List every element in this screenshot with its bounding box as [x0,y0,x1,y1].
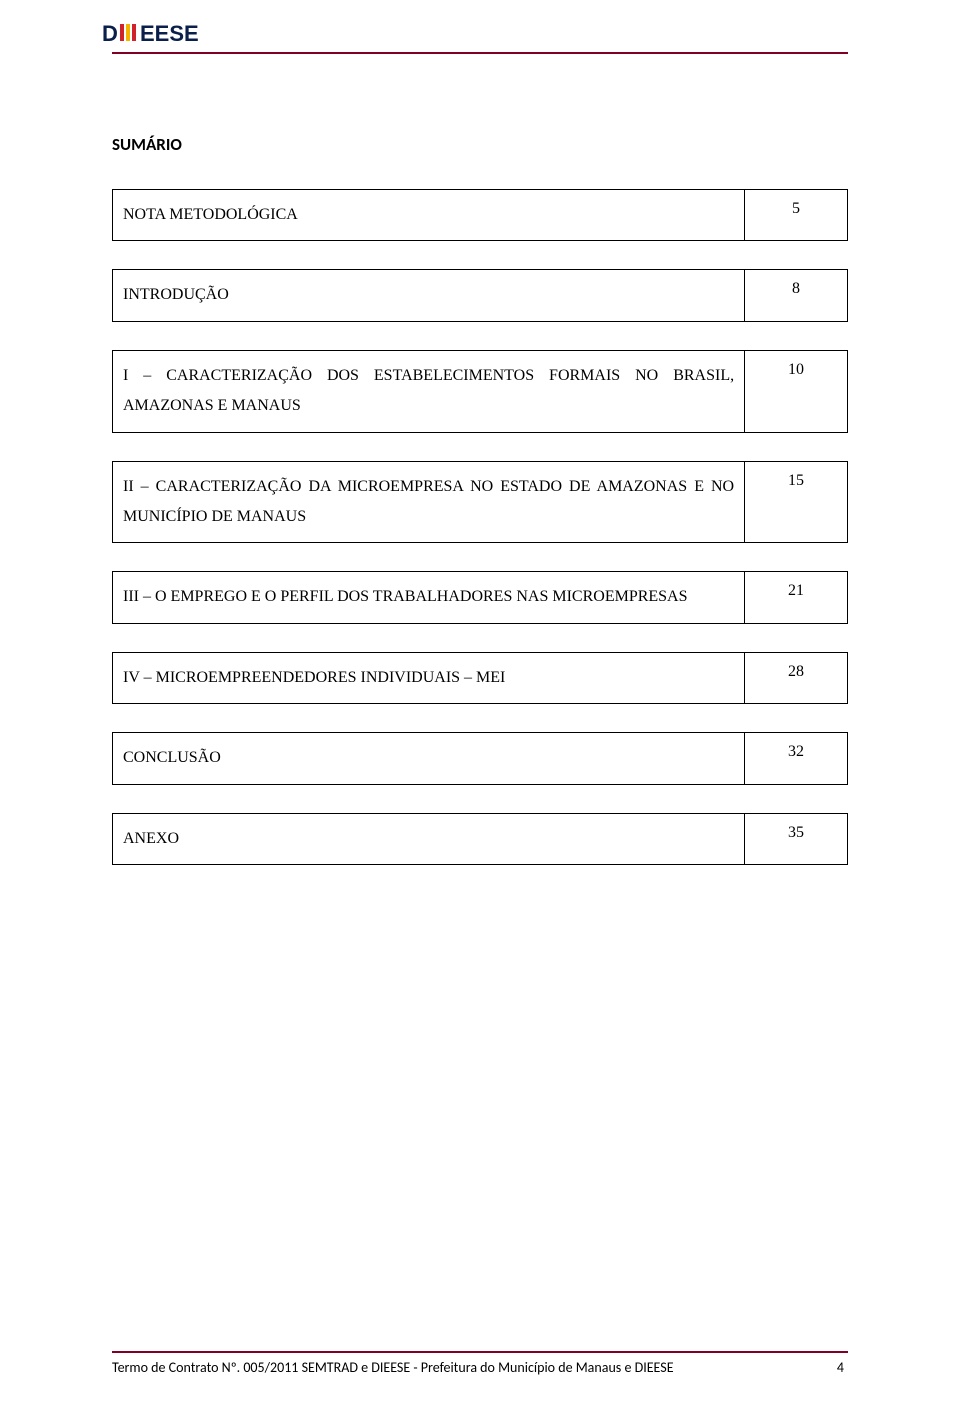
toc-label: I – CARACTERIZAÇÃO DOS ESTABELECIMENTOS … [113,350,745,432]
toc-label: IV – MICROEMPREENDEDORES INDIVIDUAIS – M… [113,652,745,703]
toc-row: IV – MICROEMPREENDEDORES INDIVIDUAIS – M… [113,652,848,703]
toc-row: NOTA METODOLÓGICA5 [113,190,848,241]
footer-row: Termo de Contrato Nº. 005/2011 SEMTRAD e… [112,1359,848,1376]
toc-row: III – O EMPREGO E O PERFIL DOS TRABALHAD… [113,572,848,623]
page-footer: Termo de Contrato Nº. 005/2011 SEMTRAD e… [0,1351,960,1376]
document-page: D EESE SUMÁRIO NOTA METODOLÓGICA5INTRODU… [0,0,960,1406]
toc-label: III – O EMPREGO E O PERFIL DOS TRABALHAD… [113,572,745,623]
toc-page: 15 [745,461,848,543]
toc-page: 21 [745,572,848,623]
toc-entry: III – O EMPREGO E O PERFIL DOS TRABALHAD… [112,571,848,623]
toc-page: 5 [745,190,848,241]
toc-entry: ANEXO35 [112,813,848,865]
toc-label: ANEXO [113,813,745,864]
toc-entry: CONCLUSÃO32 [112,732,848,784]
dieese-logo: D EESE [102,20,848,46]
toc-page: 32 [745,733,848,784]
footer-text: Termo de Contrato Nº. 005/2011 SEMTRAD e… [112,1359,674,1376]
toc-row: II – CARACTERIZAÇÃO DA MICROEMPRESA NO E… [113,461,848,543]
toc-label: INTRODUÇÃO [113,270,745,321]
toc-row: ANEXO35 [113,813,848,864]
toc-entry: IV – MICROEMPREENDEDORES INDIVIDUAIS – M… [112,652,848,704]
content-area: SUMÁRIO NOTA METODOLÓGICA5INTRODUÇÃO8I –… [112,62,848,865]
toc-label: CONCLUSÃO [113,733,745,784]
page-header: D EESE [0,20,960,54]
svg-text:EESE: EESE [140,21,199,46]
header-rule [112,52,848,54]
toc-entry: I – CARACTERIZAÇÃO DOS ESTABELECIMENTOS … [112,350,848,433]
toc-row: I – CARACTERIZAÇÃO DOS ESTABELECIMENTOS … [113,350,848,432]
toc-entry: NOTA METODOLÓGICA5 [112,189,848,241]
toc-entry: II – CARACTERIZAÇÃO DA MICROEMPRESA NO E… [112,461,848,544]
svg-text:D: D [102,21,118,46]
toc-row: INTRODUÇÃO8 [113,270,848,321]
page-number: 4 [837,1359,844,1376]
toc-container: NOTA METODOLÓGICA5INTRODUÇÃO8I – CARACTE… [112,189,848,865]
footer-rule [112,1351,848,1353]
toc-label: II – CARACTERIZAÇÃO DA MICROEMPRESA NO E… [113,461,745,543]
toc-row: CONCLUSÃO32 [113,733,848,784]
page-title: SUMÁRIO [112,134,848,155]
toc-label: NOTA METODOLÓGICA [113,190,745,241]
toc-page: 28 [745,652,848,703]
toc-page: 10 [745,350,848,432]
toc-entry: INTRODUÇÃO8 [112,269,848,321]
toc-page: 8 [745,270,848,321]
dieese-logo-svg: D EESE [102,20,230,46]
toc-page: 35 [745,813,848,864]
